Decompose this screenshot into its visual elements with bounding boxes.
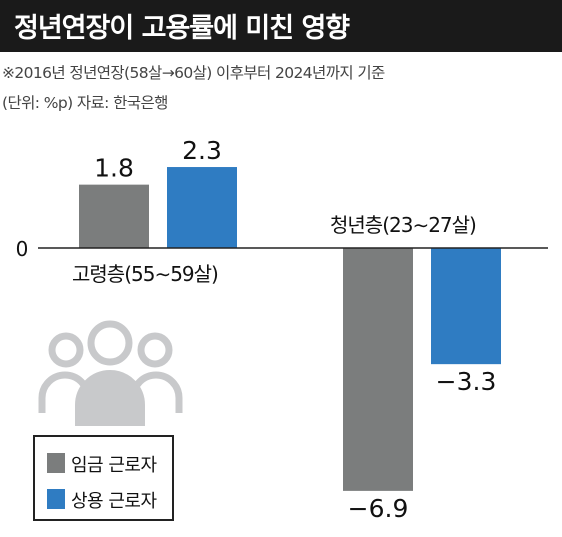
unit-note: (단위: %p) 자료: 한국은행 — [2, 94, 168, 112]
chart-title: 정년연장이 고용률에 미친 영향 — [14, 13, 350, 44]
labels: 1.8 −6.9 2.3 −3.3 고령층(55∼59살) 청년층(23∼27살) — [72, 136, 496, 523]
source-note: ※2016년 정년연장(58살→60살) 이후부터 2024년까지 기준 — [2, 64, 385, 82]
data-label-wage-0: 1.8 — [94, 154, 134, 183]
axis: 0 — [16, 237, 548, 261]
bar-regular-0 — [167, 167, 237, 248]
data-label-regular-0: 2.3 — [182, 136, 222, 165]
legend-label-regular: 상용 근로자 — [71, 491, 157, 512]
title-bar: 정년연장이 고용률에 미친 영향 — [0, 0, 562, 52]
bar-wage-0 — [79, 184, 149, 248]
people-group-icon — [38, 320, 183, 426]
legend-label-wage: 임금 근로자 — [71, 455, 157, 476]
legend-swatch-wage — [47, 453, 65, 473]
category-label-senior: 고령층(55∼59살) — [72, 262, 218, 286]
category-label-youth: 청년층(23∼27살) — [330, 213, 476, 237]
bars — [79, 167, 501, 491]
legend-swatch-regular — [47, 489, 65, 509]
legend: 임금 근로자 상용 근로자 — [33, 435, 174, 521]
zero-tick-label: 0 — [16, 237, 29, 261]
bar-regular-1 — [431, 248, 501, 365]
data-label-wage-1: −6.9 — [348, 494, 409, 523]
bar-wage-1 — [343, 248, 413, 491]
data-label-regular-1: −3.3 — [436, 367, 497, 396]
